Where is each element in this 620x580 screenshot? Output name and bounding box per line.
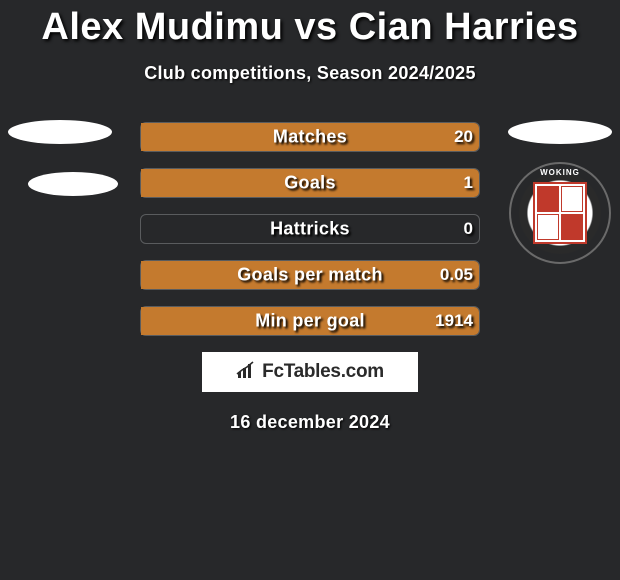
bar-label: Goals per match [237,265,383,286]
bar-value-right: 0 [464,219,473,239]
bar-row: Min per goal 1914 [140,306,480,336]
page-title: Alex Mudimu vs Cian Harries [0,0,620,49]
bars-container: Matches 20 Goals 1 Hattricks 0 Goals per match… [140,122,480,336]
bar-label: Goals [284,173,336,194]
bar-label: Hattricks [270,219,350,240]
brand-box: FcTables.com [202,352,418,392]
bar-value-right: 0.05 [440,265,473,285]
subtitle: Club competitions, Season 2024/2025 [0,63,620,84]
bar-row: Hattricks 0 [140,214,480,244]
placeholder-badge-icon [508,120,612,144]
right-player-badges: WOKING [508,120,612,264]
bar-value-right: 1 [464,173,473,193]
bar-chart-icon [236,360,258,385]
left-player-badges [8,120,118,224]
bar-row: Goals per match 0.05 [140,260,480,290]
bar-value-right: 1914 [435,311,473,331]
comparison-chart: WOKING Matches 20 Goals 1 Hattricks 0 Goals pe… [0,122,620,336]
bar-value-right: 20 [454,127,473,147]
shield-icon [533,182,587,244]
bar-row: Goals 1 [140,168,480,198]
placeholder-badge-icon [28,172,118,196]
crest-text: WOKING [511,168,609,177]
bar-row: Matches 20 [140,122,480,152]
placeholder-badge-icon [8,120,112,144]
bar-label: Matches [273,127,347,148]
brand-text: FcTables.com [262,361,384,383]
club-crest-icon: WOKING [509,162,611,264]
date-label: 16 december 2024 [0,412,620,433]
bar-label: Min per goal [255,311,365,332]
